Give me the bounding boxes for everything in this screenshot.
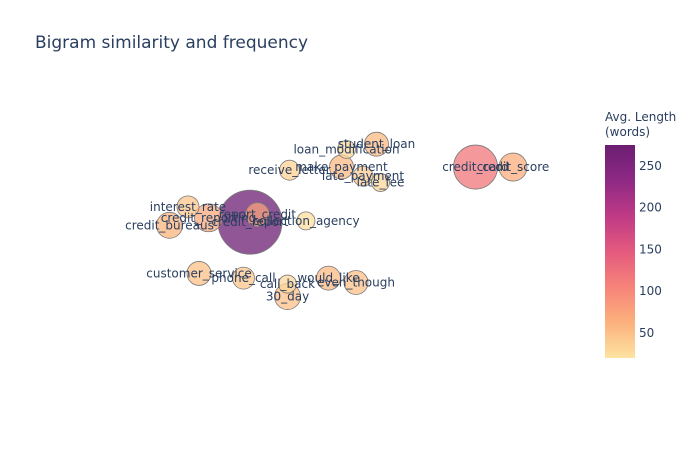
bubble-collection-agency[interactable]	[296, 211, 316, 231]
bubble-customer-service[interactable]	[186, 261, 212, 286]
bubble-label-phone-call: phone_call	[211, 271, 275, 285]
bubble-label-even-though: even_though	[317, 276, 395, 290]
colorbar: 50 100 150 200 250	[605, 145, 662, 358]
bubble-label-loan-modification: loan_modification	[293, 142, 399, 156]
colorbar-tick-label: 250	[639, 159, 662, 173]
bubble-label-make-payment: make_payment	[295, 160, 388, 174]
colorbar-tick-label: 150	[639, 242, 662, 256]
bubble-label-30-day: 30_day	[266, 290, 309, 304]
points-layer	[156, 131, 528, 310]
colorbar-tick-label: 100	[639, 284, 662, 298]
bubble-label-would-like: would_like	[297, 271, 359, 285]
bubble-loan-modification[interactable]	[337, 139, 356, 159]
bubble-credit-reporting[interactable]	[194, 203, 223, 233]
bubble-label-credit-report: credit_report	[212, 215, 289, 229]
bubble-credit-score[interactable]	[498, 152, 528, 182]
bubble-student-loan[interactable]	[364, 131, 389, 157]
bubble-label-report-credit: report_credit	[219, 208, 296, 222]
bubble-credit-card[interactable]	[453, 144, 498, 190]
colorbar-title-line-2: (words)	[605, 125, 651, 139]
bubble-label-late-payment: late_payment	[322, 169, 405, 183]
colorbar-title: Avg. Length (words)	[605, 110, 676, 140]
bubble-receive-letter[interactable]	[279, 159, 300, 181]
bubble-label-late-fee: late_fee	[357, 175, 405, 189]
bubble-label-collection-agency: collection_agency	[252, 214, 359, 228]
bubble-label-interest-rate: interest_rate	[150, 200, 226, 214]
bubble-label-credit-card: credit_card	[442, 160, 509, 174]
colorbar-title-line-1: Avg. Length	[605, 110, 677, 124]
bubble-label-receive-letter: receive_letter	[248, 163, 330, 177]
chart-title: Bigram similarity and frequency	[35, 33, 309, 53]
bubble-label-credit-reporting: credit_reporting	[161, 211, 257, 225]
bubble-even-though[interactable]	[343, 270, 369, 295]
bubble-phone-call[interactable]	[232, 266, 255, 290]
colorbar-tick-label: 200	[639, 201, 662, 215]
bubble-would-like[interactable]	[316, 265, 341, 291]
bubble-label-credit-bureaus: credit_bureaus	[125, 218, 214, 232]
bubble-report-credit[interactable]	[245, 202, 270, 228]
colorbar-ticks: 50 100 150 200 250	[639, 159, 662, 340]
bubble-label-credit-score: credit_score	[477, 160, 550, 174]
bubble-label-customer-service: customer_service	[146, 266, 252, 280]
bubble-label-student-loan: student_loan	[338, 137, 416, 151]
bubble-call-back[interactable]	[278, 274, 297, 294]
bubble-label-call-back: call_back	[260, 277, 315, 291]
bubble-late-payment[interactable]	[352, 165, 374, 187]
bubble-credit-bureaus[interactable]	[156, 211, 183, 239]
colorbar-gradient-bar	[605, 145, 635, 358]
bubble-late-fee[interactable]	[371, 173, 390, 192]
colorbar-tick-label: 50	[639, 326, 654, 340]
bubble-interest-rate[interactable]	[176, 195, 200, 219]
